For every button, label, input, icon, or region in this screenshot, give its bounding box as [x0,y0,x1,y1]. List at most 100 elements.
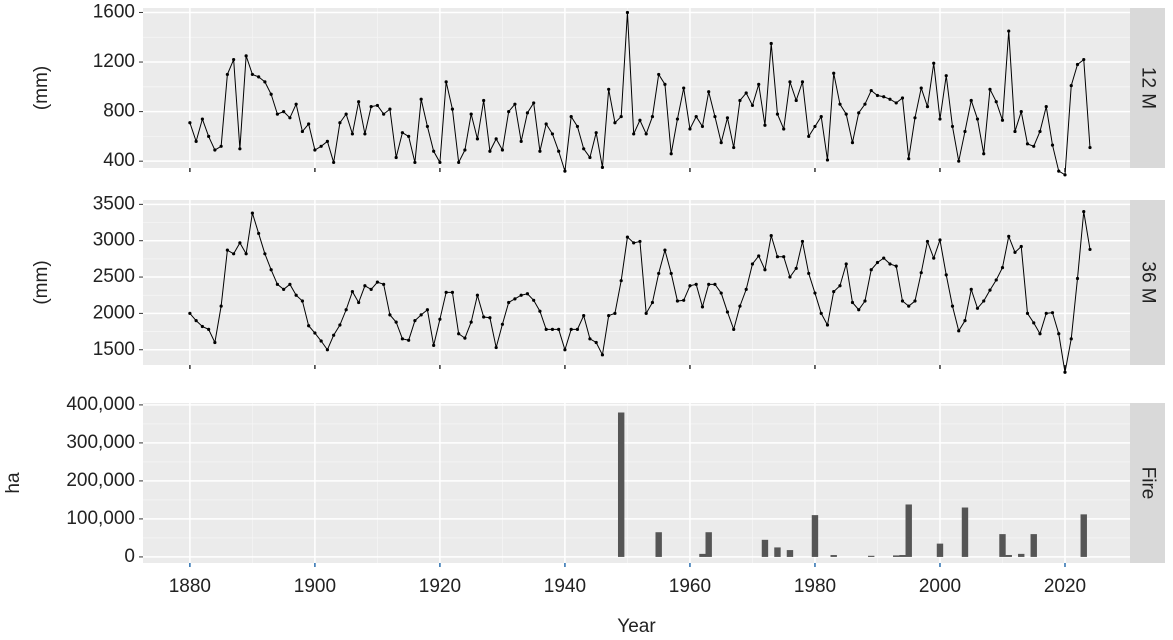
strip-label: 12 M [1137,67,1158,109]
point [282,287,286,292]
point [819,311,823,315]
point [325,348,329,352]
point [775,255,780,259]
panel-background [143,8,1130,168]
point [388,107,392,111]
point [425,308,430,312]
point [413,160,417,165]
point [400,337,405,341]
point [750,103,755,108]
point [932,61,936,65]
point [719,291,723,295]
point [682,86,686,90]
point [894,101,898,105]
point [825,323,830,327]
x-tick-label: 1940 [544,576,586,597]
point [338,323,342,327]
point [969,98,973,103]
point [307,324,311,328]
point [863,102,867,106]
point [825,158,830,162]
point [925,239,930,244]
point [263,252,267,256]
y-tick-label: 2500 [93,266,135,287]
point [669,271,673,276]
point [382,112,386,116]
bar [786,550,794,557]
bar [774,547,781,557]
x-tick-label: 1960 [669,576,711,597]
point [919,271,923,275]
panel-background [143,403,1130,563]
point [369,105,373,109]
point [363,132,367,136]
point [400,131,405,135]
point [957,329,961,333]
point [807,134,811,138]
point [813,124,817,129]
point [594,340,598,345]
y-tick-label: 400,000 [66,394,135,415]
point [913,116,917,120]
point [388,313,392,317]
point [350,289,355,294]
bar [999,534,1006,557]
point [994,278,998,282]
point [500,148,505,152]
point [800,80,805,84]
point [738,304,742,308]
point [1044,311,1048,315]
point [275,282,279,286]
point [300,129,304,134]
point [1057,169,1061,173]
point [775,112,780,116]
point [313,331,317,335]
point [950,124,955,129]
point [1025,311,1030,315]
point [419,313,423,317]
y-tick-label: 400 [103,150,135,171]
point [838,284,842,288]
point [419,97,423,101]
point [750,262,755,266]
point [1082,57,1086,62]
point [907,157,911,161]
point [513,102,517,106]
point [407,134,411,138]
bar [830,555,837,557]
point [450,290,455,294]
point [582,313,586,318]
point [425,124,430,129]
point [350,132,355,136]
point [925,105,930,109]
point [1019,110,1023,114]
x-tick-label: 1900 [294,576,336,597]
point [1000,265,1005,270]
point [744,91,748,95]
bar [893,555,900,557]
point [238,241,242,245]
point [219,144,223,148]
y-tick-label: 2000 [93,302,135,323]
point [932,256,936,260]
panel-background [143,200,1130,365]
point [1013,250,1017,254]
point [550,327,555,331]
point [969,287,973,292]
point [694,282,698,286]
point [1082,210,1086,214]
point [244,252,248,256]
point [432,149,436,153]
point [507,110,511,114]
y-tick-label: 3000 [93,230,135,251]
point [475,293,480,297]
point [682,298,686,302]
point [1088,145,1092,150]
point [532,101,536,105]
point [857,111,861,115]
point [494,345,498,350]
point [813,291,817,295]
point [982,299,986,303]
point [782,127,786,131]
strip-label: Fire [1137,467,1158,500]
